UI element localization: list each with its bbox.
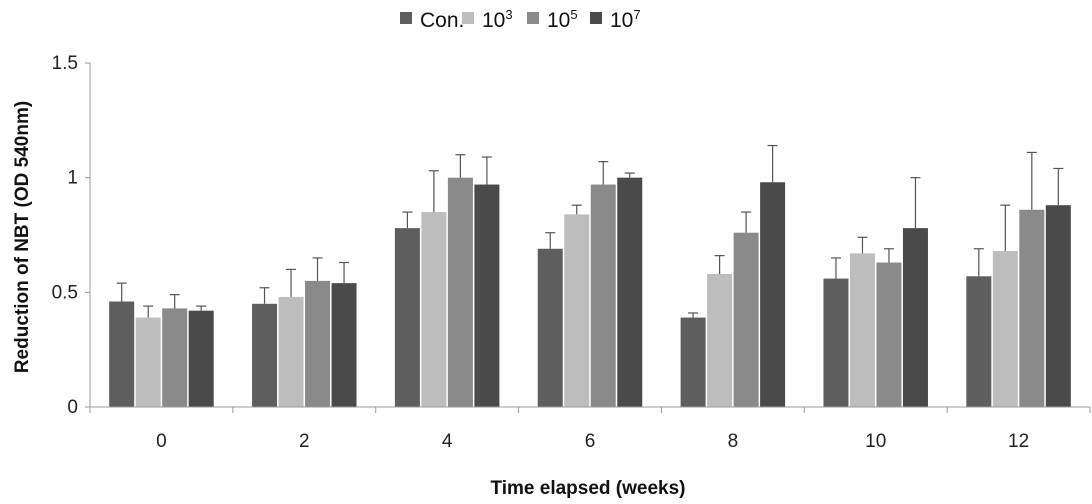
legend-item: 103 xyxy=(462,7,513,32)
bar-Con.-week-4 xyxy=(394,228,420,407)
bar-10^3-week-0 xyxy=(135,317,161,407)
x-tick-label: 0 xyxy=(156,431,167,452)
y-tick-label: 0.5 xyxy=(52,282,78,303)
bar-10^5-week-8 xyxy=(733,232,759,407)
bar-10^3-week-8 xyxy=(707,273,733,407)
bar-Con.-week-0 xyxy=(109,301,135,407)
x-tick-label: 8 xyxy=(728,431,739,452)
legend-label: 103 xyxy=(482,7,513,32)
x-axis-title: Time elapsed (weeks) xyxy=(490,478,685,499)
bars-group xyxy=(109,177,1071,407)
bar-10^3-week-10 xyxy=(849,253,875,407)
bar-10^3-week-4 xyxy=(421,212,447,407)
bar-Con.-week-2 xyxy=(252,303,278,407)
legend-label: 105 xyxy=(547,7,578,32)
legend-swatch xyxy=(527,12,539,24)
bar-10^7-week-4 xyxy=(474,184,500,407)
bar-10^7-week-10 xyxy=(902,228,928,407)
legend-item: Con. xyxy=(400,9,464,32)
legend: Con. 103 105 107 xyxy=(400,7,641,32)
x-tick-label: 4 xyxy=(442,431,453,452)
y-tick-label: 1.5 xyxy=(52,53,78,74)
bar-10^5-week-6 xyxy=(590,184,616,407)
y-tick-label: 1 xyxy=(67,168,78,189)
x-tick-label: 10 xyxy=(865,431,886,452)
legend-swatch xyxy=(590,12,602,24)
bar-10^7-week-2 xyxy=(331,283,357,407)
bar-10^7-week-0 xyxy=(188,310,214,407)
x-tick-label: 12 xyxy=(1008,431,1029,452)
bar-10^5-week-0 xyxy=(162,308,188,407)
bar-10^5-week-10 xyxy=(876,262,902,407)
bar-10^5-week-12 xyxy=(1019,209,1045,407)
bar-10^7-week-6 xyxy=(617,177,643,407)
legend-item: 107 xyxy=(590,7,641,32)
error-bars-group xyxy=(116,144,1064,318)
x-tick-label: 6 xyxy=(585,431,596,452)
bar-10^3-week-6 xyxy=(564,214,590,407)
bar-Con.-week-8 xyxy=(680,317,706,407)
bar-Con.-week-6 xyxy=(537,248,563,407)
x-tick-label: 2 xyxy=(299,431,310,452)
bar-10^3-week-2 xyxy=(278,296,304,407)
bar-10^5-week-2 xyxy=(305,280,331,407)
bar-10^7-week-12 xyxy=(1045,205,1071,407)
legend-item: 105 xyxy=(527,7,578,32)
axes-group: 0 0.5 1 1.5 0 2 4 6 8 10 12 xyxy=(52,53,1091,452)
legend-swatch xyxy=(462,12,474,24)
legend-swatch xyxy=(400,12,412,24)
bar-Con.-week-10 xyxy=(823,278,849,407)
bar-10^3-week-12 xyxy=(992,251,1018,407)
legend-label: Con. xyxy=(420,9,464,32)
legend-label: 107 xyxy=(610,7,641,32)
bar-10^5-week-4 xyxy=(447,177,473,407)
bar-Con.-week-12 xyxy=(966,276,992,407)
y-axis-title: Reduction of NBT (OD 540nm) xyxy=(12,101,33,373)
bar-10^7-week-8 xyxy=(760,182,786,407)
y-tick-label: 0 xyxy=(67,397,78,418)
